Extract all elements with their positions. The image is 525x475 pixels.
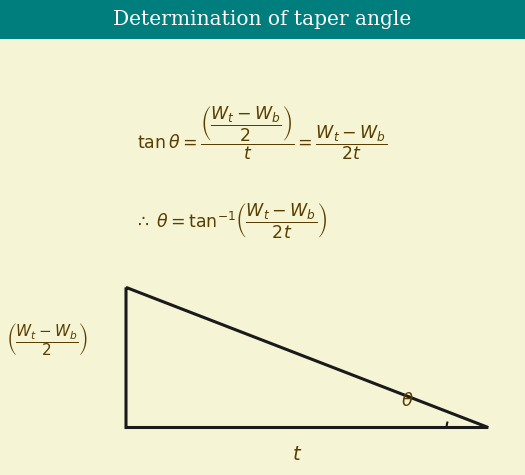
Bar xyxy=(0,0,525,39)
Text: $\therefore\; \theta = \tan^{-1}\!\left(\dfrac{W_t - W_b}{2t}\right)$: $\therefore\; \theta = \tan^{-1}\!\left(… xyxy=(134,201,328,240)
Text: Determination of taper angle: Determination of taper angle xyxy=(113,10,412,29)
Text: $\tan\theta = \dfrac{\left(\dfrac{W_t - W_b}{2}\right)}{t} = \dfrac{W_t - W_b}{2: $\tan\theta = \dfrac{\left(\dfrac{W_t - … xyxy=(138,104,387,162)
Text: $\left(\dfrac{W_t - W_b}{2}\right)$: $\left(\dfrac{W_t - W_b}{2}\right)$ xyxy=(6,321,88,358)
Text: $\theta$: $\theta$ xyxy=(401,392,413,410)
Text: $t$: $t$ xyxy=(291,446,302,464)
